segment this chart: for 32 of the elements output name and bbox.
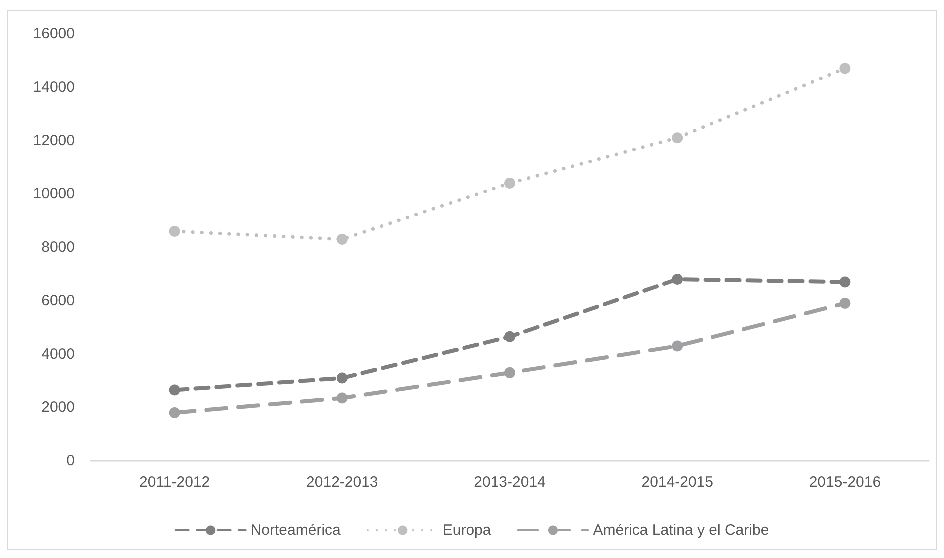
point [504,331,516,342]
x-tick-label: 2015-2016 [809,474,882,491]
point [840,276,851,288]
legend-label: Europa [442,522,492,539]
y-tick-label: 16000 [33,26,75,42]
x-tick-label: 2012-2013 [306,474,378,491]
legend-label: América Latina y el Caribe [593,522,770,539]
y-tick-label: 6000 [42,292,75,310]
point [672,340,684,352]
legend-label: Norteamérica [250,522,342,539]
point [169,226,180,237]
point [169,407,180,418]
point [336,372,348,384]
point [840,63,851,74]
y-tick-label: 2000 [42,399,75,416]
point [504,178,516,189]
x-tick-label: 2013-2014 [474,474,546,491]
x-tick-label: 2014-2015 [642,474,714,491]
y-tick-label: 12000 [33,132,75,150]
point [672,132,684,144]
y-tick-label: 14000 [33,78,75,96]
point [169,384,180,396]
x-tick-label: 2011-2012 [139,474,210,491]
y-tick-label: 10000 [33,186,75,203]
y-tick-label: 8000 [42,239,75,256]
point [672,274,684,286]
y-tick-label: 4000 [42,346,75,363]
point [336,392,348,404]
point [504,367,516,378]
point [336,234,348,245]
point [840,298,851,310]
y-tick-label: 0 [66,452,75,470]
